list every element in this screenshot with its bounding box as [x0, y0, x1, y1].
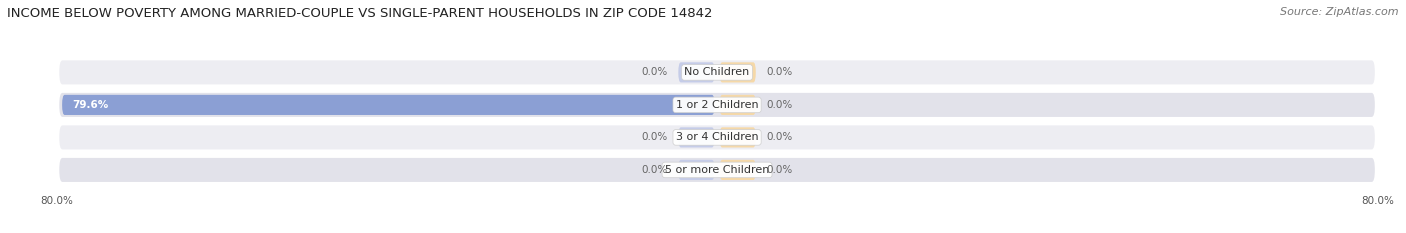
FancyBboxPatch shape	[59, 125, 1375, 149]
FancyBboxPatch shape	[720, 62, 756, 82]
Text: 0.0%: 0.0%	[766, 165, 793, 175]
Text: 0.0%: 0.0%	[766, 67, 793, 77]
Text: 5 or more Children: 5 or more Children	[665, 165, 769, 175]
FancyBboxPatch shape	[720, 160, 756, 180]
FancyBboxPatch shape	[720, 127, 756, 147]
Text: 0.0%: 0.0%	[766, 100, 793, 110]
Text: 79.6%: 79.6%	[72, 100, 108, 110]
Text: 1 or 2 Children: 1 or 2 Children	[676, 100, 758, 110]
Text: 0.0%: 0.0%	[641, 132, 668, 142]
Text: 0.0%: 0.0%	[641, 67, 668, 77]
Text: 0.0%: 0.0%	[766, 132, 793, 142]
FancyBboxPatch shape	[678, 127, 714, 147]
Text: Source: ZipAtlas.com: Source: ZipAtlas.com	[1281, 7, 1399, 17]
FancyBboxPatch shape	[59, 158, 1375, 182]
FancyBboxPatch shape	[720, 95, 756, 115]
FancyBboxPatch shape	[59, 93, 1375, 117]
FancyBboxPatch shape	[678, 62, 714, 82]
FancyBboxPatch shape	[59, 60, 1375, 84]
Text: INCOME BELOW POVERTY AMONG MARRIED-COUPLE VS SINGLE-PARENT HOUSEHOLDS IN ZIP COD: INCOME BELOW POVERTY AMONG MARRIED-COUPL…	[7, 7, 713, 20]
Text: 3 or 4 Children: 3 or 4 Children	[676, 132, 758, 142]
FancyBboxPatch shape	[62, 95, 714, 115]
Text: 0.0%: 0.0%	[641, 165, 668, 175]
Text: No Children: No Children	[685, 67, 749, 77]
FancyBboxPatch shape	[678, 160, 714, 180]
